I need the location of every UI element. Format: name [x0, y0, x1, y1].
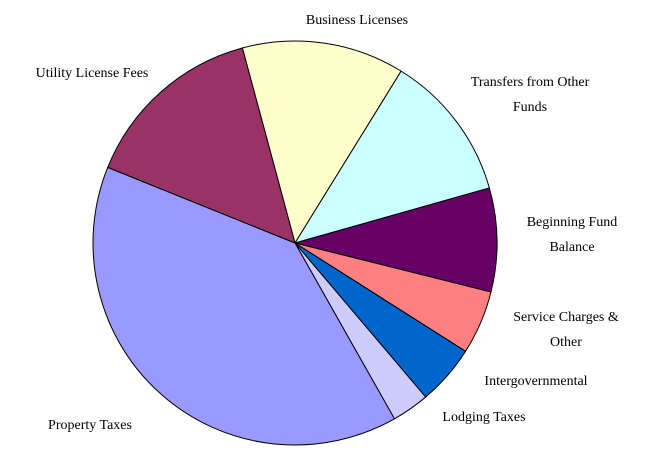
pie-slice	[107, 47, 296, 244]
slice-label: Business Licenses	[305, 13, 409, 28]
pie-slice	[293, 70, 490, 244]
pie-slice	[293, 187, 498, 293]
slice-label: Lodging Taxes	[442, 410, 526, 425]
slice-label: Property Taxes	[48, 418, 132, 433]
slice-label: Utility License Fees	[35, 66, 149, 81]
slice-label: Transfers from Other Funds	[470, 75, 590, 115]
slice-label: Service Charges & Other	[513, 310, 619, 350]
pie-slice	[241, 40, 402, 245]
pie-slice	[92, 166, 396, 446]
slice-label: Intergovernmental	[484, 374, 588, 389]
slice-label: Beginning Fund Balance	[526, 215, 618, 255]
